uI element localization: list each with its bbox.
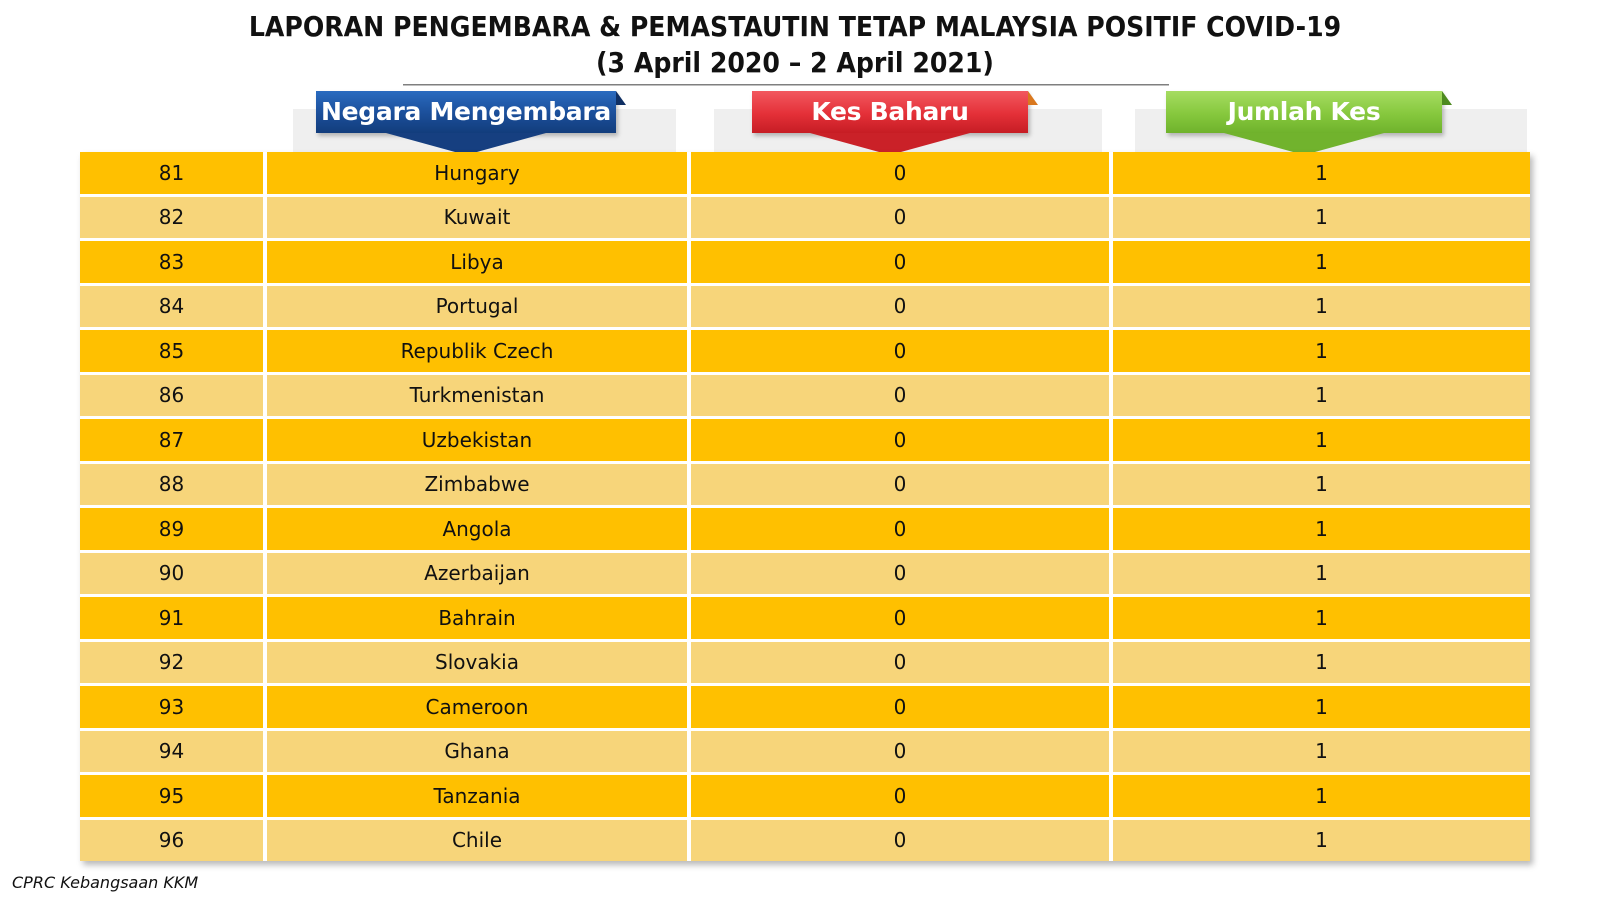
row-number: 90 [80,552,267,594]
row-number: 85 [80,330,267,372]
row-number: 91 [80,597,267,639]
new-cases-value: 0 [691,374,1113,416]
table-row: 91 Bahrain 0 1 [80,597,1530,642]
total-cases-value: 1 [1113,597,1530,639]
report-date-range: (3 April 2020 – 2 April 2021) [596,46,994,79]
new-cases-value: 0 [691,196,1113,238]
row-number: 82 [80,196,267,238]
row-number: 86 [80,374,267,416]
table-row: 96 Chile 0 1 [80,819,1530,861]
total-cases-value: 1 [1113,419,1530,461]
banner-fold [1442,91,1452,105]
country-name: Hungary [267,152,691,194]
row-number: 83 [80,241,267,283]
banner-fold [616,91,626,105]
table-row: 95 Tanzania 0 1 [80,775,1530,820]
table-row: 90 Azerbaijan 0 1 [80,552,1530,597]
table-row: 86 Turkmenistan 0 1 [80,374,1530,419]
row-number: 92 [80,641,267,683]
column-header-total-cases-label: Jumlah Kes [1227,97,1381,126]
banner-arrow-tip [1224,133,1384,155]
column-header-country-label: Negara Mengembara [321,97,611,126]
row-number: 93 [80,686,267,728]
country-name: Republik Czech [267,330,691,372]
total-cases-value: 1 [1113,730,1530,772]
table-row: 85 Republik Czech 0 1 [80,330,1530,375]
total-cases-value: 1 [1113,819,1530,861]
new-cases-value: 0 [691,285,1113,327]
new-cases-value: 0 [691,641,1113,683]
country-name: Azerbaijan [267,552,691,594]
total-cases-value: 1 [1113,641,1530,683]
report-title: LAPORAN PENGEMBARA & PEMASTAUTIN TETAP M… [248,10,1342,43]
cases-table: 81 Hungary 0 1 82 Kuwait 0 1 83 Libya 0 … [80,152,1530,861]
total-cases-value: 1 [1113,686,1530,728]
title-divider [403,84,1169,86]
column-header-new-cases: Kes Baharu [752,91,1038,155]
new-cases-value: 0 [691,730,1113,772]
country-name: Ghana [267,730,691,772]
table-row: 84 Portugal 0 1 [80,285,1530,330]
source-credit: CPRC Kebangsaan KKM [12,873,199,892]
row-number: 81 [80,152,267,194]
country-name: Slovakia [267,641,691,683]
new-cases-value: 0 [691,597,1113,639]
table-row: 89 Angola 0 1 [80,508,1530,553]
new-cases-value: 0 [691,330,1113,372]
country-name: Angola [267,508,691,550]
country-name: Cameroon [267,686,691,728]
total-cases-value: 1 [1113,463,1530,505]
new-cases-value: 0 [691,819,1113,861]
banner-arrow-tip [810,133,970,155]
table-row: 87 Uzbekistan 0 1 [80,419,1530,464]
country-name: Bahrain [267,597,691,639]
row-number: 88 [80,463,267,505]
column-header-country: Negara Mengembara [316,91,626,155]
new-cases-value: 0 [691,686,1113,728]
table-row: 81 Hungary 0 1 [80,152,1530,197]
country-name: Uzbekistan [267,419,691,461]
banner-arrow-tip [386,133,546,155]
row-number: 94 [80,730,267,772]
table-row: 92 Slovakia 0 1 [80,641,1530,686]
table-row: 88 Zimbabwe 0 1 [80,463,1530,508]
country-name: Portugal [267,285,691,327]
new-cases-value: 0 [691,552,1113,594]
row-number: 84 [80,285,267,327]
row-number: 89 [80,508,267,550]
total-cases-value: 1 [1113,775,1530,817]
country-name: Zimbabwe [267,463,691,505]
banner-fold [1028,91,1038,105]
table-row: 94 Ghana 0 1 [80,730,1530,775]
total-cases-value: 1 [1113,152,1530,194]
country-name: Turkmenistan [267,374,691,416]
row-number: 95 [80,775,267,817]
new-cases-value: 0 [691,775,1113,817]
country-name: Tanzania [267,775,691,817]
total-cases-value: 1 [1113,508,1530,550]
table-row: 83 Libya 0 1 [80,241,1530,286]
column-header-new-cases-label: Kes Baharu [811,97,969,126]
total-cases-value: 1 [1113,552,1530,594]
total-cases-value: 1 [1113,285,1530,327]
total-cases-value: 1 [1113,241,1530,283]
total-cases-value: 1 [1113,374,1530,416]
new-cases-value: 0 [691,419,1113,461]
table-row: 93 Cameroon 0 1 [80,686,1530,731]
row-number: 87 [80,419,267,461]
country-name: Libya [267,241,691,283]
new-cases-value: 0 [691,463,1113,505]
total-cases-value: 1 [1113,196,1530,238]
new-cases-value: 0 [691,152,1113,194]
country-name: Chile [267,819,691,861]
row-number: 96 [80,819,267,861]
new-cases-value: 0 [691,241,1113,283]
table-row: 82 Kuwait 0 1 [80,196,1530,241]
total-cases-value: 1 [1113,330,1530,372]
new-cases-value: 0 [691,508,1113,550]
column-header-total-cases: Jumlah Kes [1166,91,1452,155]
country-name: Kuwait [267,196,691,238]
